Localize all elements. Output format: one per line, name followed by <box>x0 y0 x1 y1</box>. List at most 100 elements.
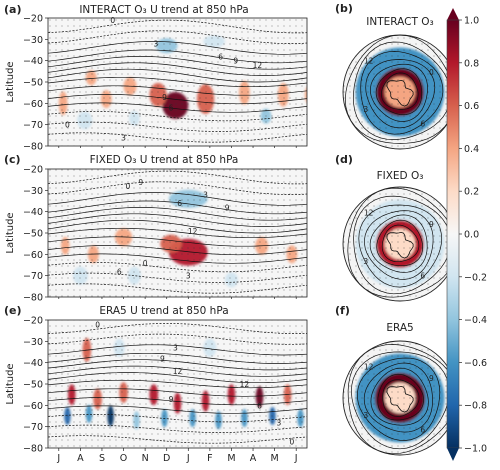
contour-label: 3 <box>186 272 191 281</box>
climatology-contour <box>48 200 307 215</box>
x-tick-label: J <box>294 453 298 464</box>
polar-contour-label: 9 <box>429 374 434 383</box>
climatology-contour <box>48 365 307 377</box>
polar-map-f: 12 9 6 3 <box>342 340 458 456</box>
polar-contour-label: 12 <box>364 57 374 66</box>
polar-panel-f: (f) ERA5 12 9 6 3 <box>335 304 458 456</box>
y-tick-label: −50 <box>23 78 43 89</box>
y-tick-label: −40 <box>23 358 43 369</box>
climatology-contour <box>48 359 307 371</box>
colorbar-tick-label: −0.2 <box>464 272 487 283</box>
polar-contour <box>347 187 457 298</box>
polar-contour <box>377 373 424 421</box>
polar-contour <box>381 72 419 110</box>
climatology-contour <box>48 102 307 113</box>
contour-label: 6 <box>117 267 122 276</box>
climatology-contour <box>48 379 307 389</box>
contour-label: 6 <box>177 199 182 208</box>
x-tick-label: N <box>142 453 149 464</box>
polar-contour-label: 9 <box>429 220 434 229</box>
polar-contour <box>382 379 420 417</box>
antarctica-coastline <box>386 385 414 413</box>
polar-stippling <box>343 187 457 301</box>
colorbar-tick-label: −0.4 <box>464 315 487 326</box>
polar-contour <box>344 35 456 144</box>
contour-label: 3 <box>277 418 282 427</box>
contour-label: 3 <box>173 344 178 353</box>
polar-contour-label: 3 <box>363 105 368 114</box>
contour-label: 3 <box>203 191 208 200</box>
panel-title-a: INTERACT O₃ U trend at 850 hPa <box>79 4 248 16</box>
y-tick-label: −80 <box>23 444 43 455</box>
climatology-contour <box>48 94 307 105</box>
colorbar-tick-label: 0.2 <box>464 187 479 198</box>
y-axis-label: Latitude <box>5 363 16 404</box>
y-tick-label: −60 <box>23 250 43 261</box>
colorbar-tick-label: 0.0 <box>464 230 479 241</box>
colorbar-bar <box>446 19 460 449</box>
colorbar-tick-label: −0.8 <box>464 401 487 412</box>
y-tick-label: −60 <box>23 99 43 110</box>
panel-label-a: (a) <box>4 3 21 16</box>
polar-map-b: 12 0 6 3 <box>342 34 458 150</box>
panel-label-d: (d) <box>335 153 353 166</box>
climatology-contour <box>48 262 307 273</box>
timeseries-plot-e: 03912129630−20−30−40−50−60−70−80Latitude… <box>5 316 308 464</box>
polar-contour <box>364 210 434 280</box>
colorbar-bottom-arrow <box>447 448 459 461</box>
x-tick-label: M <box>227 453 235 464</box>
contour-label: 12 <box>253 61 263 70</box>
colorbar-tick-label: −0.6 <box>464 358 487 369</box>
polar-title-d: FIXED O₃ <box>377 170 424 182</box>
contour-label: 0 <box>110 16 115 25</box>
climatology-contour <box>48 344 307 356</box>
y-tick-label: −70 <box>23 120 43 131</box>
contour-label: 0 <box>125 182 130 191</box>
y-tick-label: −40 <box>23 56 43 67</box>
panel-label-f: (f) <box>335 304 350 317</box>
y-tick-label: −50 <box>23 380 43 391</box>
y-tick-label: −40 <box>23 207 43 218</box>
polar-title-b: INTERACT O₃ <box>366 16 433 28</box>
polar-contour <box>370 367 429 426</box>
y-tick-label: −30 <box>23 35 43 46</box>
climatology-contour <box>48 85 307 96</box>
contour-label: 0 <box>65 121 70 130</box>
climatology-contour <box>48 181 307 195</box>
contour-label: 6 <box>218 52 223 61</box>
significance-stippling <box>48 320 307 448</box>
polar-contour <box>360 51 444 135</box>
polar-contour <box>351 351 450 450</box>
contour-label: 9 <box>138 178 143 187</box>
contour-label: 3 <box>121 133 126 142</box>
climatology-contour <box>48 170 307 185</box>
climatology-contour <box>48 68 307 83</box>
y-tick-label: −60 <box>23 401 43 412</box>
climatology-contour <box>48 41 307 55</box>
climatology-contour <box>48 121 307 132</box>
x-tick-label: A <box>250 453 257 464</box>
x-tick-label: M <box>271 453 279 464</box>
climatology-contour <box>48 49 307 64</box>
climatology-contour <box>48 30 307 44</box>
climatology-contour <box>48 111 307 122</box>
polar-panel-d: (d) FIXED O₃ 12 9 6 3 <box>335 153 458 302</box>
polar-contour <box>376 219 424 267</box>
x-tick-label: O <box>120 453 127 464</box>
panel-a: (a) INTERACT O₃ U trend at 850 hPa 036 9 1… <box>4 3 308 153</box>
climatology-contour <box>48 227 307 239</box>
panel-title-e: ERA5 U trend at 850 hPa <box>99 305 228 317</box>
climatology-contour <box>48 76 307 88</box>
antarctica-coastline <box>386 231 414 259</box>
panel-label-b: (b) <box>335 2 353 15</box>
y-tick-label: −50 <box>23 229 43 240</box>
contour-label: 9 <box>225 203 230 212</box>
colorbar-tick-label: 0.4 <box>464 144 479 155</box>
contour-label: 6 <box>169 104 174 113</box>
x-tick-label: J <box>56 453 60 464</box>
polar-panel-b: (b) INTERACT O₃ 12 0 6 3 <box>335 2 458 150</box>
polar-contour <box>363 362 433 433</box>
